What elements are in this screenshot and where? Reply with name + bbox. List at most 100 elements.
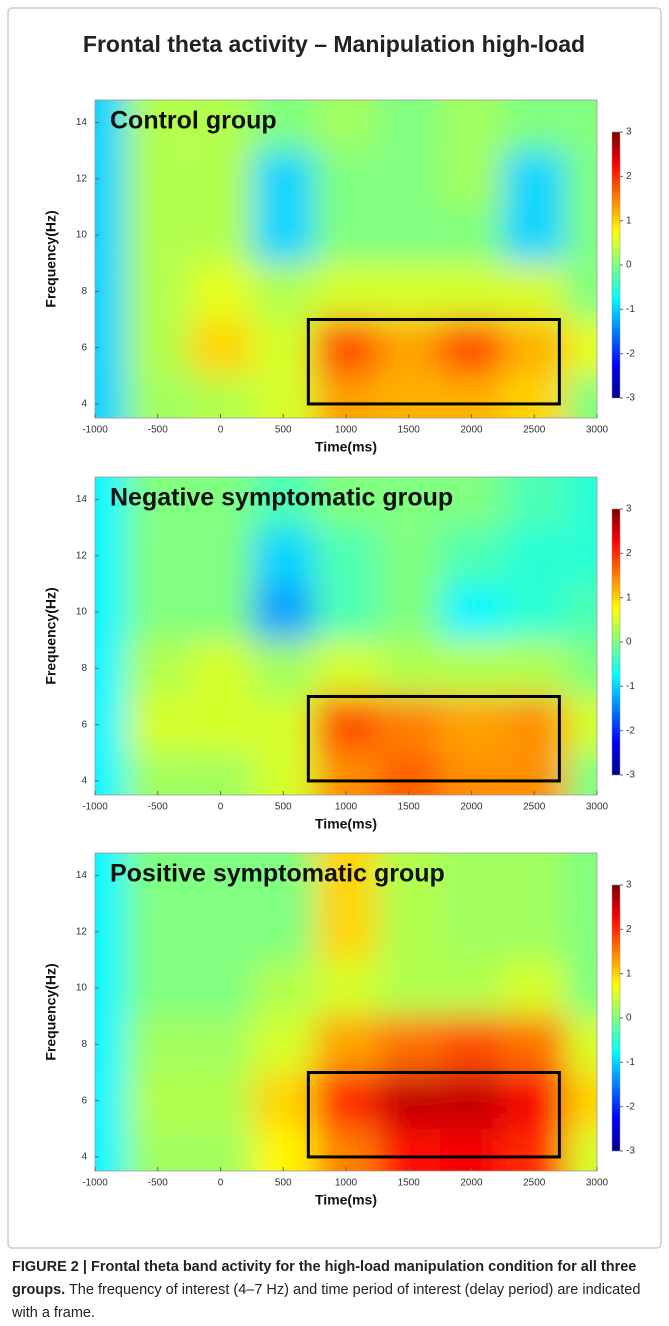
heat-cell [95, 100, 127, 151]
heat-cell [251, 477, 315, 528]
heat-cell [95, 150, 127, 207]
heat-cell [314, 477, 378, 528]
heat-cell [95, 640, 127, 697]
heat-cell [251, 752, 315, 795]
heat-cell [502, 206, 566, 264]
heat-cell [565, 477, 597, 528]
x-tick-label: 2500 [523, 802, 546, 813]
colorbar-tick-label: -2 [626, 725, 635, 736]
heat-cell [565, 206, 597, 264]
y-axis-label: Frequency(Hz) [43, 963, 59, 1060]
heat-cell [377, 640, 441, 697]
figure-title: Frontal theta activity – Manipulation hi… [83, 31, 585, 57]
heat-cell [126, 853, 190, 904]
heat-cell [126, 375, 190, 418]
heat-cell [440, 752, 503, 795]
x-tick-label: 0 [218, 1178, 224, 1189]
x-tick-label: -1000 [82, 425, 108, 436]
colorbar-tick-label: 2 [626, 548, 632, 559]
x-tick-label: -1000 [82, 802, 108, 813]
caption-bold: FIGURE 2 | Frontal theta band activity f… [12, 1259, 637, 1298]
colorbar-tick-label: 2 [626, 924, 632, 935]
y-tick-label: 4 [81, 776, 87, 787]
heat-cell [314, 527, 378, 584]
y-tick-label: 4 [81, 1152, 87, 1163]
heat-cell [377, 853, 441, 904]
x-axis-label: Time(ms) [315, 439, 377, 455]
figure-border [7, 7, 662, 1249]
heat-cell [126, 319, 190, 376]
heat-cell [95, 319, 127, 376]
heat-cell [189, 100, 252, 151]
x-axis-label: Time(ms) [315, 816, 377, 832]
heat-cell [502, 263, 566, 320]
heat-cell [251, 959, 315, 1017]
heat-cell [126, 100, 190, 151]
heat-cell [189, 853, 252, 904]
heat-cell [189, 959, 252, 1017]
heat-cell [502, 1128, 566, 1171]
heat-cell [126, 527, 190, 584]
x-tick-label: 3000 [586, 1178, 609, 1189]
heat-cell [126, 1072, 190, 1129]
heatmap-cells [95, 853, 597, 1171]
heat-cell [565, 1128, 597, 1171]
heat-cell [189, 1072, 252, 1129]
heat-cell [440, 959, 503, 1017]
heat-cell [565, 1072, 597, 1129]
x-tick-label: 2000 [460, 1178, 483, 1189]
y-tick-label: 8 [81, 286, 87, 297]
heatmap [95, 100, 597, 418]
y-tick-label: 12 [76, 926, 88, 937]
heat-cell [189, 1128, 252, 1171]
heat-cell [251, 375, 315, 418]
heat-cell [189, 583, 252, 641]
heat-cell [314, 1128, 378, 1171]
heat-cell [502, 150, 566, 207]
heat-cell [251, 527, 315, 584]
heat-cell [502, 696, 566, 753]
heat-cell [565, 100, 597, 151]
heat-cell [502, 752, 566, 795]
heat-cell [95, 527, 127, 584]
heat-cell [314, 375, 378, 418]
colorbar-tick-label: 0 [626, 637, 632, 648]
heat-cell [502, 583, 566, 641]
heatmap [95, 853, 597, 1171]
heat-cell [189, 527, 252, 584]
heat-cell [377, 1016, 441, 1073]
panel-title: Control group [110, 107, 277, 135]
heat-cell [314, 1016, 378, 1073]
x-tick-label: -500 [148, 802, 168, 813]
heat-cell [502, 477, 566, 528]
heat-cell [95, 206, 127, 264]
colorbar [611, 508, 621, 776]
y-tick-label: 10 [76, 607, 88, 618]
heat-cell [95, 477, 127, 528]
y-tick-label: 6 [81, 342, 87, 353]
x-tick-label: 3000 [586, 802, 609, 813]
heat-cell [565, 640, 597, 697]
heat-cell [95, 1072, 127, 1129]
interest-frame [306, 1071, 561, 1159]
heat-cell [189, 696, 252, 753]
colorbar-tick-label: -1 [626, 1057, 635, 1068]
heat-cell [126, 583, 190, 641]
heatmap-cells [95, 100, 597, 418]
heat-cell [251, 903, 315, 960]
heat-cell [502, 1072, 566, 1129]
heat-cell [565, 319, 597, 376]
colorbar-tick-label: -2 [626, 348, 635, 359]
heat-cell [440, 477, 503, 528]
y-tick-label: 6 [81, 719, 87, 730]
heat-cell [95, 263, 127, 320]
interest-frame [306, 318, 561, 406]
colorbar-tick-label: 2 [626, 171, 632, 182]
x-tick-label: -500 [148, 425, 168, 436]
heat-cell [565, 150, 597, 207]
y-tick-label: 12 [76, 173, 88, 184]
heat-cell [440, 1128, 503, 1171]
x-tick-label: 1500 [398, 425, 421, 436]
heat-cell [251, 263, 315, 320]
heat-cell [95, 903, 127, 960]
